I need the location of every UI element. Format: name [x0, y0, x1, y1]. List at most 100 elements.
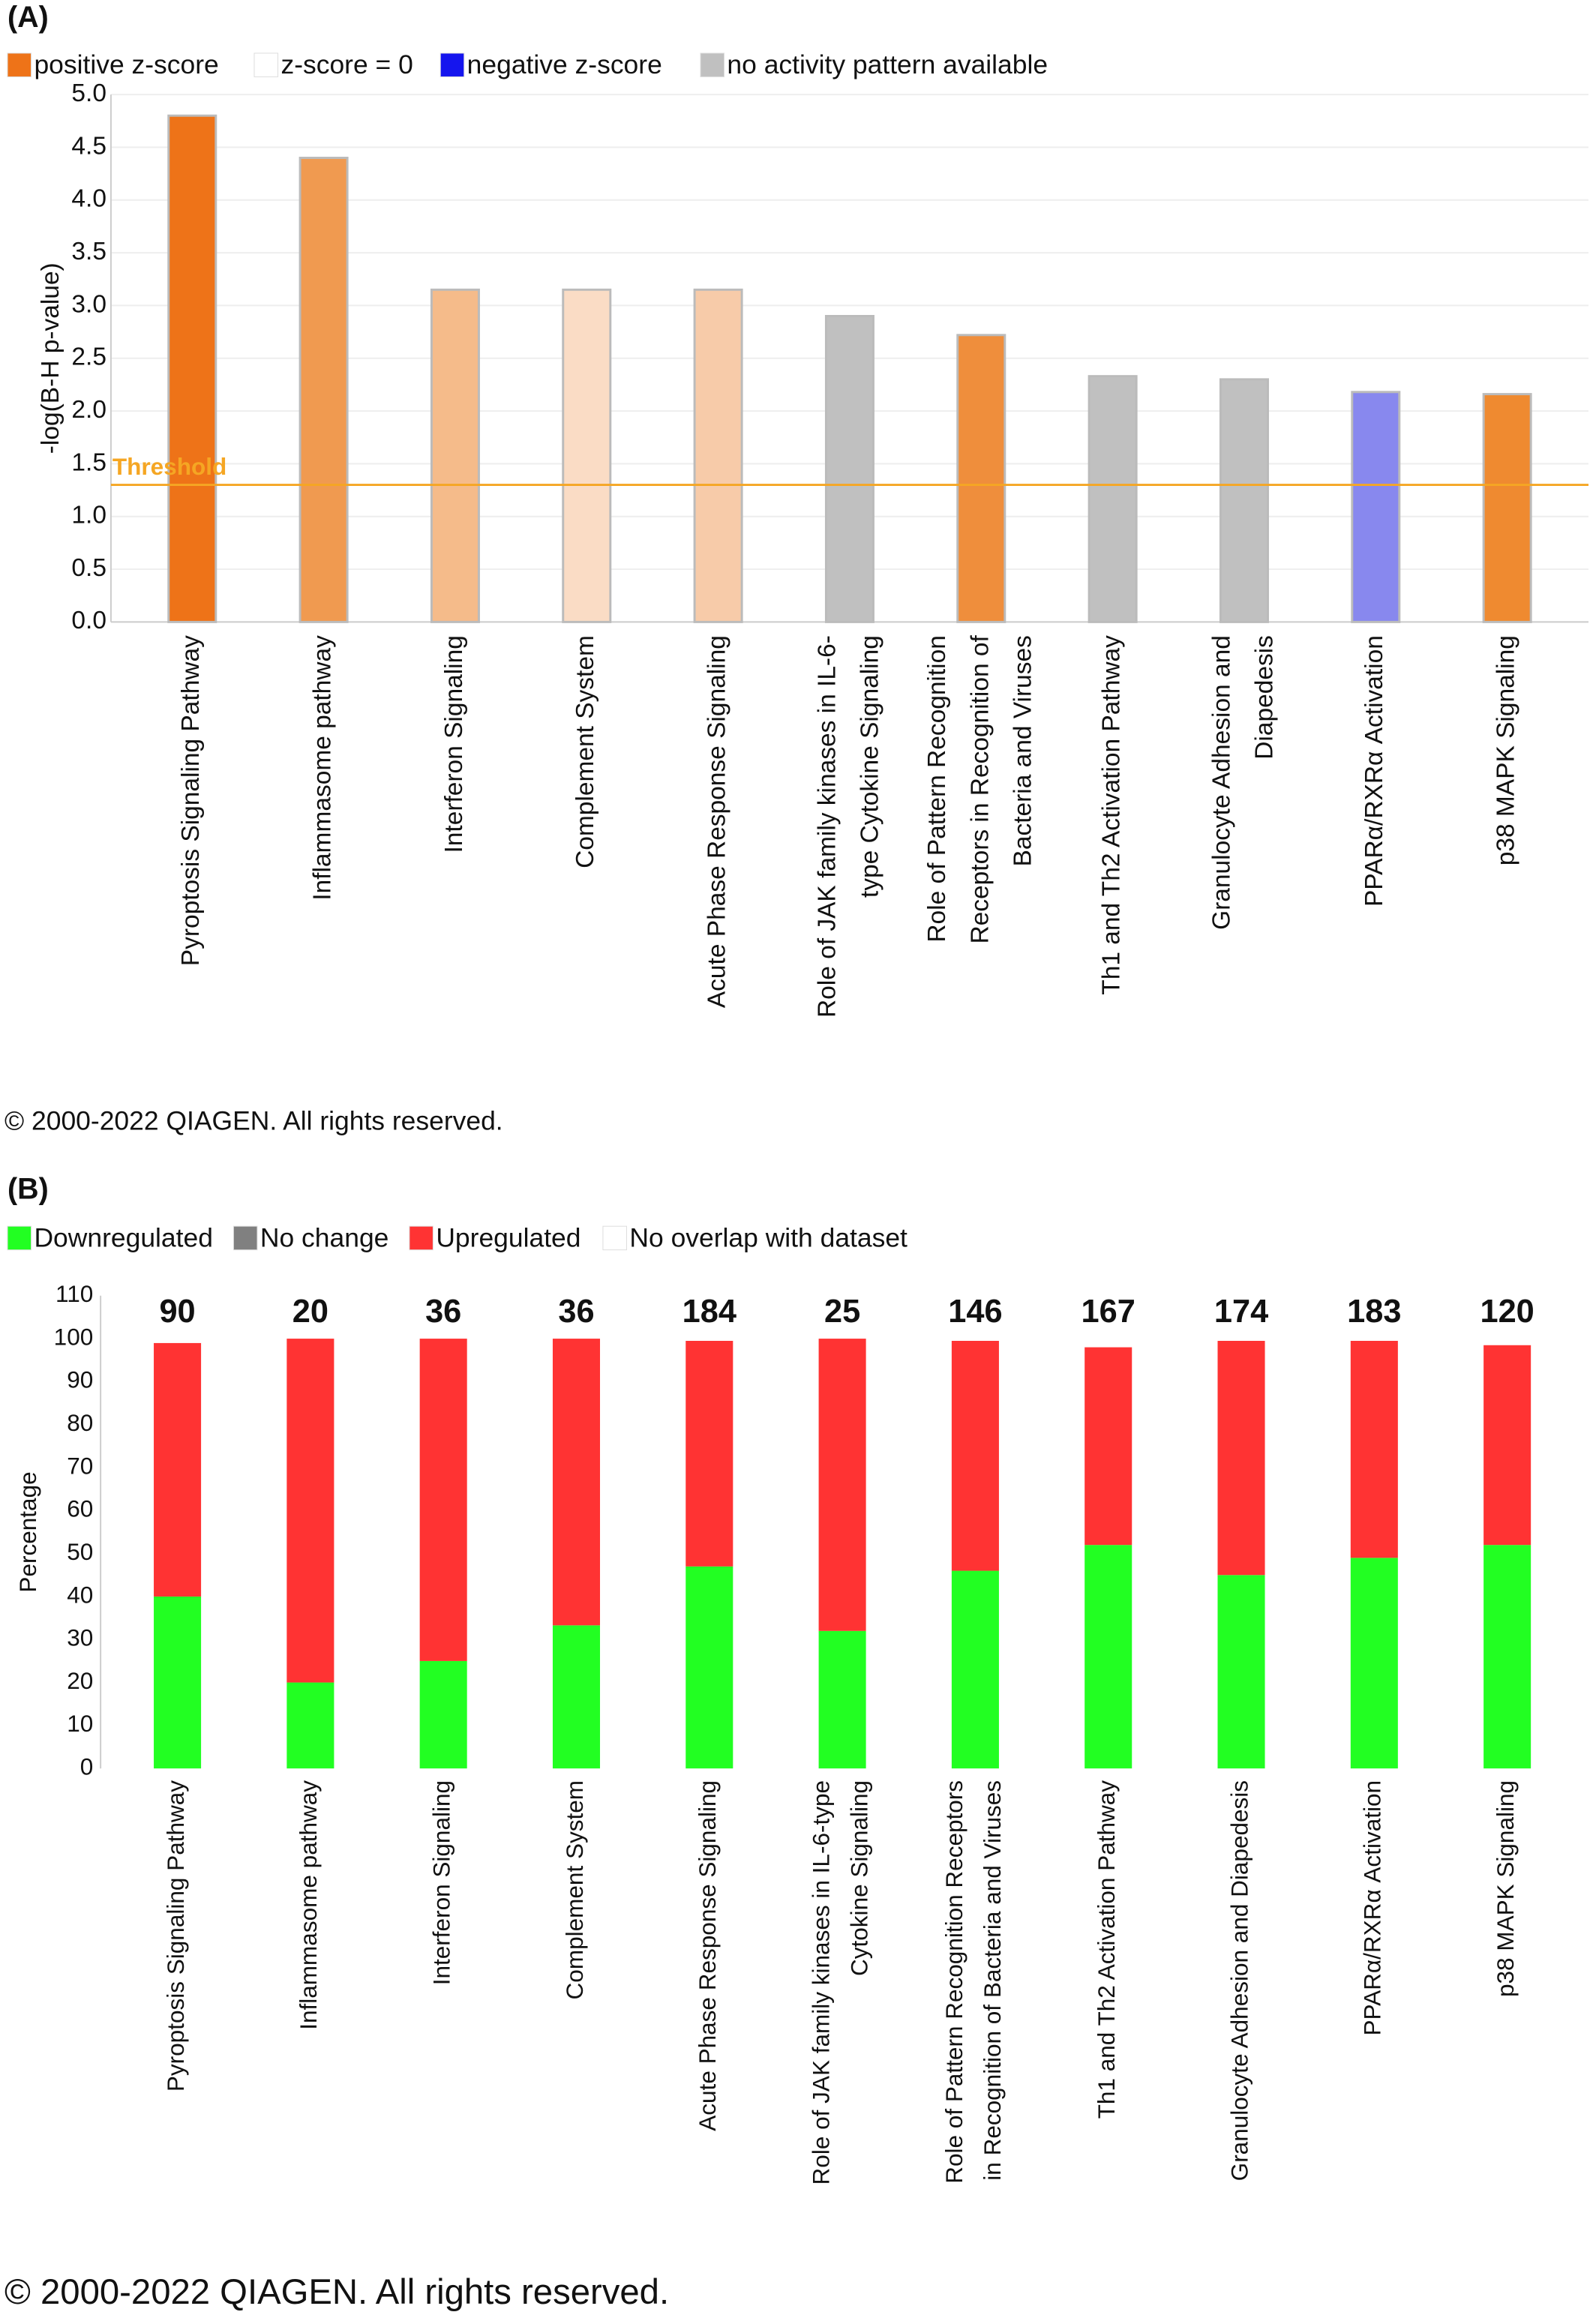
bar — [1219, 378, 1269, 623]
panel-title: (A) — [8, 1, 49, 34]
bar-segment — [951, 1339, 999, 1341]
bar — [430, 288, 480, 623]
y-tick-label: 60 — [67, 1495, 93, 1522]
x-tick-label: Pyroptosis Signaling Pathway — [162, 1780, 189, 2092]
bar — [562, 288, 612, 623]
bar-segment — [818, 1339, 866, 1631]
bar-segment — [1484, 1345, 1532, 1546]
x-tick-label: Inflammasome pathway — [308, 635, 336, 901]
bar — [167, 114, 218, 623]
legend-swatch — [7, 1225, 32, 1251]
legend-swatch — [440, 52, 465, 77]
bar-segment — [818, 1630, 866, 1769]
bar-segment — [154, 1342, 202, 1597]
bar-segment — [1350, 1339, 1398, 1341]
y-tick-label: 50 — [67, 1538, 93, 1565]
bar-segment — [1350, 1340, 1398, 1558]
bar — [824, 315, 874, 623]
bar — [298, 157, 349, 623]
y-tick-label: 20 — [67, 1667, 93, 1694]
y-axis-label: -log(B-H p-value) — [37, 262, 64, 454]
total-label: 36 — [558, 1294, 594, 1330]
y-tick-label: 5.0 — [71, 79, 106, 107]
y-tick-label: 0 — [80, 1753, 94, 1780]
y-tick-label: 1.0 — [71, 502, 106, 529]
legend-label: Upregulated — [436, 1222, 580, 1252]
total-label: 146 — [948, 1294, 1002, 1330]
bar-segment — [686, 1340, 734, 1567]
bar-segment — [1084, 1339, 1132, 1348]
y-tick-label: 3.5 — [71, 238, 106, 265]
x-tick-label: Inflammasome pathway — [295, 1780, 322, 2030]
bar — [1088, 375, 1138, 623]
bar-segment — [1084, 1347, 1132, 1546]
y-tick-label: 4.0 — [71, 185, 106, 213]
bar-segment — [1484, 1545, 1532, 1769]
bar-segment — [286, 1682, 334, 1769]
y-tick-label: 40 — [67, 1581, 93, 1608]
legend-label: No change — [260, 1222, 388, 1252]
x-tick-label: Granulocyte Adhesion and Diapedesis — [1226, 1780, 1252, 2181]
x-tick-label: p38 MAPK Signaling — [1492, 635, 1520, 865]
y-tick-label: 3.0 — [71, 290, 106, 318]
y-tick-label: 0.5 — [71, 554, 106, 582]
bar — [1351, 391, 1401, 623]
x-tick-label: Acute Phase Response Signaling — [694, 1780, 721, 2131]
bar-segment — [951, 1340, 999, 1571]
x-tick-label: Interferon Signaling — [440, 635, 468, 853]
y-tick-label: 110 — [56, 1280, 93, 1307]
x-tick-label: Granulocyte Adhesion and Diapedesis — [1208, 635, 1278, 930]
bar-segment — [951, 1570, 999, 1769]
footer: © 2000-2022 QIAGEN. All rights reserved. — [4, 1106, 503, 1136]
y-tick-label: 2.0 — [71, 396, 106, 424]
legend-swatch — [700, 52, 724, 77]
bar-segment — [552, 1625, 601, 1769]
y-tick-label: 1.5 — [71, 448, 106, 476]
total-label: 167 — [1082, 1294, 1136, 1330]
x-tick-label: Role of JAK family kinases in IL-6-type C… — [808, 1780, 873, 2185]
legend-swatch — [602, 1225, 627, 1251]
y-tick-label: 90 — [67, 1366, 93, 1393]
x-tick-label: PPARα/RXRα Activation — [1360, 635, 1388, 907]
bar-segment — [419, 1660, 467, 1769]
bar-segment — [154, 1596, 202, 1769]
x-tick-label: Acute Phase Response Signaling — [703, 635, 730, 1008]
legend-swatch — [232, 1225, 258, 1251]
bar-segment — [154, 1339, 202, 1343]
y-tick-label: 0.0 — [71, 607, 106, 634]
y-tick-label: 10 — [67, 1710, 93, 1737]
x-tick-label: Role of JAK family kinases in IL-6- type … — [813, 635, 884, 1018]
bar-segment — [419, 1339, 467, 1661]
panel-title: (B) — [8, 1172, 49, 1205]
total-label: 36 — [425, 1294, 461, 1330]
bar-segment — [1350, 1558, 1398, 1769]
bar-segment — [1217, 1575, 1265, 1769]
x-tick-label: Th1 and Th2 Activation Pathway — [1097, 635, 1125, 995]
legend-label: z-score = 0 — [280, 49, 412, 79]
legend-label: Downregulated — [34, 1222, 212, 1252]
total-label: 90 — [159, 1294, 195, 1330]
footer: © 2000-2022 QIAGEN. All rights reserved. — [4, 2272, 669, 2312]
legend-label: No overlap with dataset — [629, 1222, 908, 1252]
total-label: 120 — [1480, 1294, 1534, 1330]
x-tick-label: p38 MAPK Signaling — [1492, 1780, 1519, 1997]
legend-label: positive z-score — [34, 49, 218, 79]
total-label: 174 — [1214, 1294, 1268, 1330]
total-label: 25 — [824, 1294, 860, 1330]
bar-segment — [1217, 1340, 1265, 1576]
x-tick-label: Pyroptosis Signaling Pathway — [177, 635, 205, 966]
total-label: 20 — [292, 1294, 328, 1330]
bar-segment — [1084, 1545, 1132, 1769]
legend-swatch — [254, 52, 279, 77]
x-tick-label: Th1 and Th2 Activation Pathway — [1093, 1780, 1120, 2119]
legend-swatch — [7, 52, 32, 77]
x-tick-label: Complement System — [572, 635, 599, 868]
bar — [1482, 393, 1532, 623]
x-tick-label: PPARα/RXRα Activation — [1359, 1780, 1386, 2036]
x-tick-label: Complement System — [561, 1780, 588, 2000]
bar-segment — [1484, 1339, 1532, 1345]
y-axis-label: Percentage — [14, 1471, 41, 1592]
y-tick-label: 100 — [54, 1323, 94, 1350]
